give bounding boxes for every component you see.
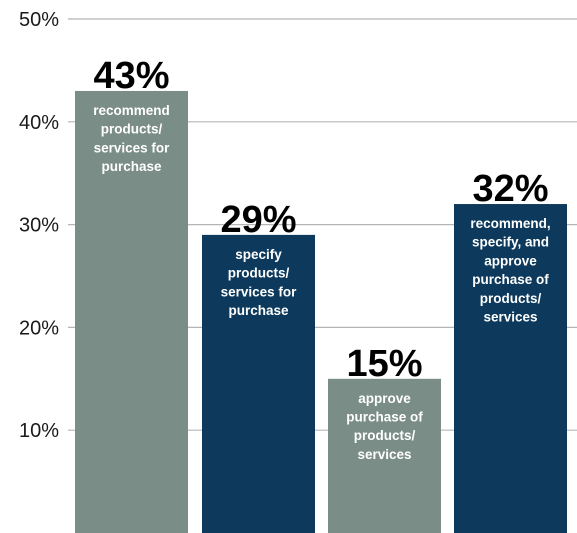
bar-description-line: purchase [101, 159, 162, 174]
bar [75, 90, 188, 533]
bar-description-line: specify, and [472, 235, 549, 250]
bar-value-label: 32% [472, 168, 548, 210]
bar-description-line: purchase of [346, 410, 423, 425]
bar [328, 378, 441, 533]
bar-description: specify products/services for purchase [221, 247, 298, 318]
bar-description-line: purchase of [472, 272, 549, 287]
bar-value-label: 29% [220, 199, 296, 241]
y-tick-label: 40% [19, 112, 59, 134]
bar-description: recommend products/services for purchase [93, 103, 170, 174]
bar-value-label: 43% [93, 55, 169, 97]
bar-description-line: products/ [101, 122, 163, 137]
bar-description-line: purchase [228, 303, 289, 318]
bar-description-line: services for [221, 284, 298, 299]
bar-description-line: services [483, 310, 537, 325]
bar-description-line: products/ [354, 428, 416, 443]
y-tick-label: 30% [19, 215, 59, 237]
y-axis-tick-labels: 10% 20% 30% 40% 50% [19, 9, 59, 442]
y-tick-label: 10% [19, 420, 59, 442]
bar [202, 234, 315, 533]
bar-value-label: 15% [346, 343, 422, 385]
y-tick-label: 20% [19, 317, 59, 339]
bar-description-line: approve [484, 253, 537, 268]
bar-description-line: specify [235, 247, 282, 262]
bar-description-line: recommend [93, 103, 170, 118]
bar-labels: 43% recommend products/services for purchas… [93, 55, 550, 462]
bar-description-line: recommend, [470, 216, 550, 231]
bar-description-line: approve [358, 391, 411, 406]
bar-description-line: services [357, 447, 411, 462]
bar-description-line: services for [94, 140, 171, 155]
bar-description: approve purchase of products/services [346, 391, 423, 462]
bar-description-line: products/ [480, 291, 542, 306]
bar-description-line: products/ [228, 266, 290, 281]
bar [454, 204, 567, 533]
bar-description: recommend, specify, and approve purchase of… [470, 216, 550, 325]
y-tick-label: 50% [19, 9, 59, 31]
bars [75, 90, 567, 533]
